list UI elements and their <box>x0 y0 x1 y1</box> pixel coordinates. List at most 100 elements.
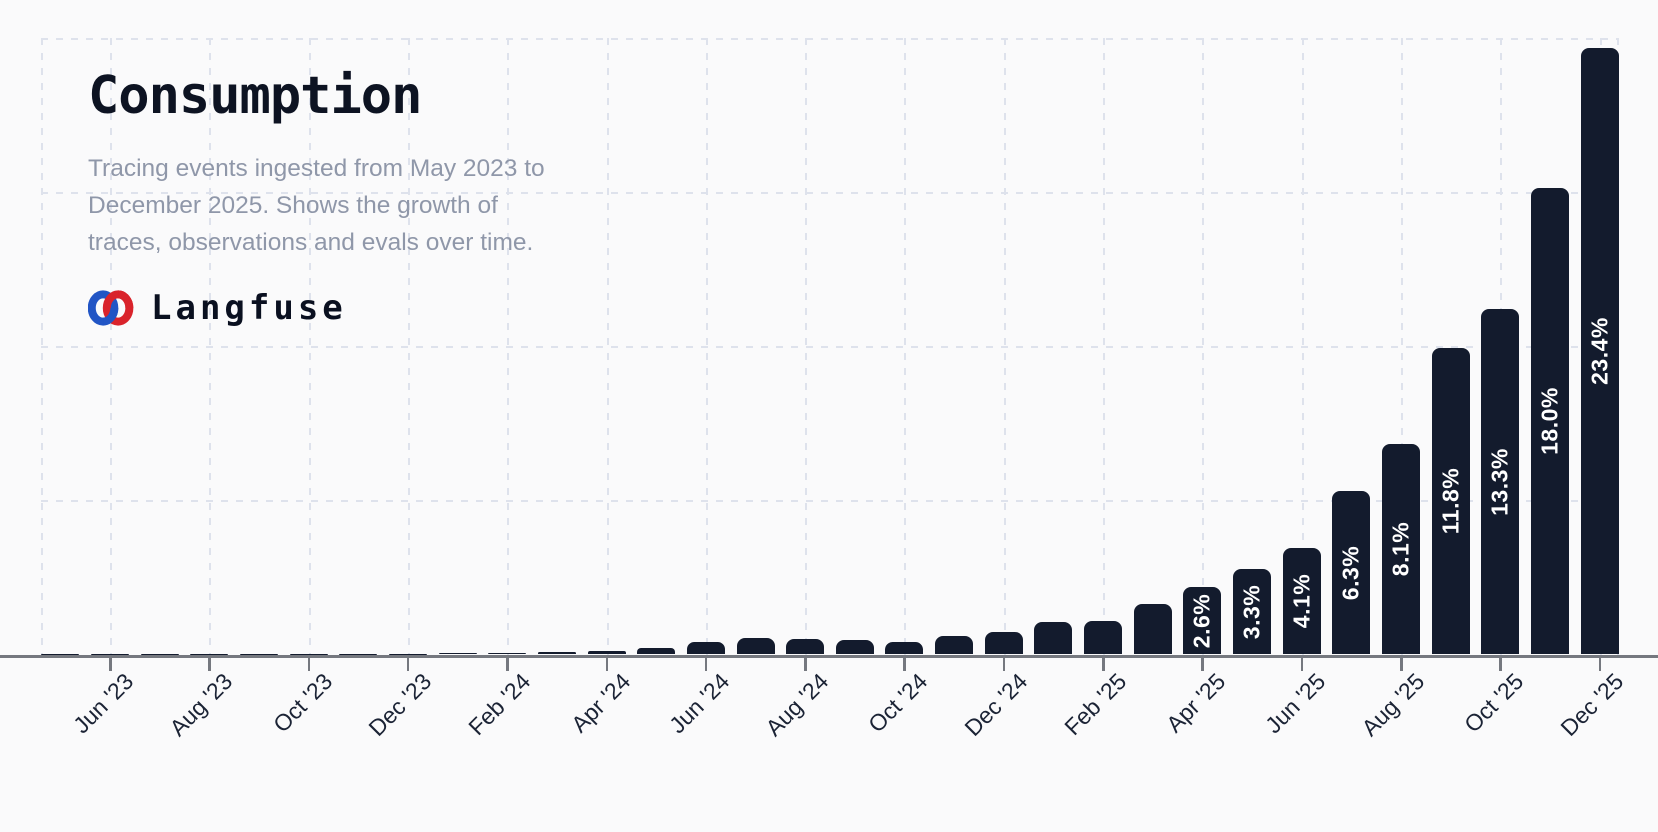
bar-jul-24 <box>736 637 775 655</box>
axis-tick <box>1102 657 1105 671</box>
gridline-vertical <box>705 38 708 655</box>
plot-border-top <box>41 37 1617 40</box>
chart-subtitle: Tracing events ingested from May 2023 to… <box>88 150 545 261</box>
bar-feb-25 <box>1084 621 1123 655</box>
gridline-vertical <box>904 38 907 655</box>
chart-header: Consumption Tracing events ingested from… <box>88 66 545 329</box>
bar-oct-24 <box>885 641 924 655</box>
axis-tick <box>1300 657 1304 671</box>
bar-jun-24 <box>686 642 725 655</box>
bar-mar-24 <box>537 652 576 655</box>
axis-tick <box>605 657 609 671</box>
bar-value-label: 18.0% <box>1536 387 1563 455</box>
gridline-vertical <box>308 38 311 655</box>
axis-tick <box>1201 657 1204 671</box>
bar-value-label: 8.1% <box>1387 522 1414 577</box>
bar-nov-25: 18.0% <box>1531 187 1569 655</box>
gridline-vertical <box>1103 38 1106 655</box>
bar-jun-25: 4.1% <box>1282 548 1321 655</box>
bar-sep-23 <box>239 653 278 655</box>
axis-tick <box>903 657 906 671</box>
bar-value-label: 4.1% <box>1288 574 1315 629</box>
bar-nov-23 <box>339 653 378 655</box>
gridline-vertical <box>209 38 212 655</box>
bar-sep-24 <box>835 640 874 655</box>
x-tick-label: Oct '25 <box>1459 667 1529 737</box>
gridline-vertical <box>805 38 808 655</box>
axis-tick <box>406 657 410 671</box>
axis-tick <box>307 657 311 671</box>
subtitle-line-1: Tracing events ingested from May 2023 to <box>88 155 545 182</box>
bar-jan-25 <box>1034 622 1073 655</box>
bar-aug-25: 8.1% <box>1382 444 1421 655</box>
bar-apr-25: 2.6% <box>1183 587 1222 655</box>
gridline-vertical <box>110 38 112 655</box>
axis-tick <box>208 657 211 671</box>
bar-value-label: 2.6% <box>1188 593 1215 648</box>
x-tick-label: Feb '25 <box>1059 667 1132 740</box>
bar-oct-25: 13.3% <box>1481 309 1520 655</box>
bar-aug-23 <box>190 653 229 655</box>
x-tick-label: Feb '24 <box>463 667 536 740</box>
bar-value-label: 11.8% <box>1437 468 1464 535</box>
gridline-horizontal <box>41 346 1617 349</box>
gridline-vertical <box>606 38 609 655</box>
gridline-vertical <box>1003 38 1006 655</box>
bar-may-24 <box>637 647 676 655</box>
subtitle-line-3: traces, observations and evals over time… <box>88 229 534 256</box>
axis-tick <box>1002 657 1006 671</box>
x-tick-label: Dec '25 <box>1555 667 1629 741</box>
axis-tick <box>1598 657 1602 671</box>
brand-wordmark: Langfuse <box>151 288 347 328</box>
x-tick-label: Jun '23 <box>68 667 139 738</box>
bar-mar-25 <box>1133 603 1172 655</box>
plot-border-left <box>41 38 43 655</box>
axis-tick <box>506 657 509 671</box>
chart-title: Consumption <box>88 66 422 126</box>
x-tick-label: Apr '25 <box>1161 667 1231 737</box>
axis-tick <box>109 657 112 671</box>
bar-dec-24 <box>984 632 1023 655</box>
bar-jul-25: 6.3% <box>1332 491 1371 655</box>
bar-nov-24 <box>935 636 974 655</box>
x-tick-label: Dec '23 <box>363 667 437 741</box>
bar-apr-24 <box>587 651 626 655</box>
bar-dec-23 <box>388 653 427 655</box>
brand-row: Langfuse <box>88 287 545 329</box>
gridline-vertical <box>407 38 410 655</box>
axis-tick <box>1499 657 1502 671</box>
x-tick-label: Oct '24 <box>863 667 933 737</box>
x-tick-label: Oct '23 <box>267 667 337 737</box>
x-tick-label: Jun '24 <box>663 667 735 738</box>
bar-jan-24 <box>438 653 477 655</box>
x-tick-label: Aug '24 <box>760 667 834 741</box>
axis-tick <box>1400 657 1403 671</box>
x-tick-label: Aug '25 <box>1356 667 1430 741</box>
x-tick-label: Jun '25 <box>1259 667 1331 738</box>
bar-dec-25: 23.4% <box>1580 47 1619 655</box>
langfuse-knot-icon <box>88 290 134 326</box>
bar-aug-24 <box>786 638 825 655</box>
gridline-horizontal <box>41 191 1617 194</box>
gridline-vertical <box>1202 38 1205 655</box>
bar-value-label: 3.3% <box>1238 584 1265 639</box>
bar-feb-24 <box>488 653 527 655</box>
x-axis-line <box>0 654 1658 658</box>
gridline-vertical <box>1401 38 1404 655</box>
bar-oct-23 <box>289 653 328 655</box>
bar-sep-25: 11.8% <box>1431 348 1470 655</box>
bar-value-label: 13.3% <box>1486 448 1513 516</box>
x-tick-label: Aug '23 <box>164 667 238 741</box>
axis-tick <box>804 657 807 671</box>
gridline-horizontal <box>41 500 1617 503</box>
bar-value-label: 6.3% <box>1337 545 1364 600</box>
gridline-vertical <box>507 38 510 655</box>
x-tick-label: Apr '24 <box>565 667 635 737</box>
x-tick-label: Dec '24 <box>959 667 1033 741</box>
gridline-vertical <box>1301 38 1304 655</box>
bar-may-25: 3.3% <box>1233 568 1272 655</box>
axis-tick <box>704 657 708 671</box>
bar-value-label: 23.4% <box>1586 317 1613 385</box>
